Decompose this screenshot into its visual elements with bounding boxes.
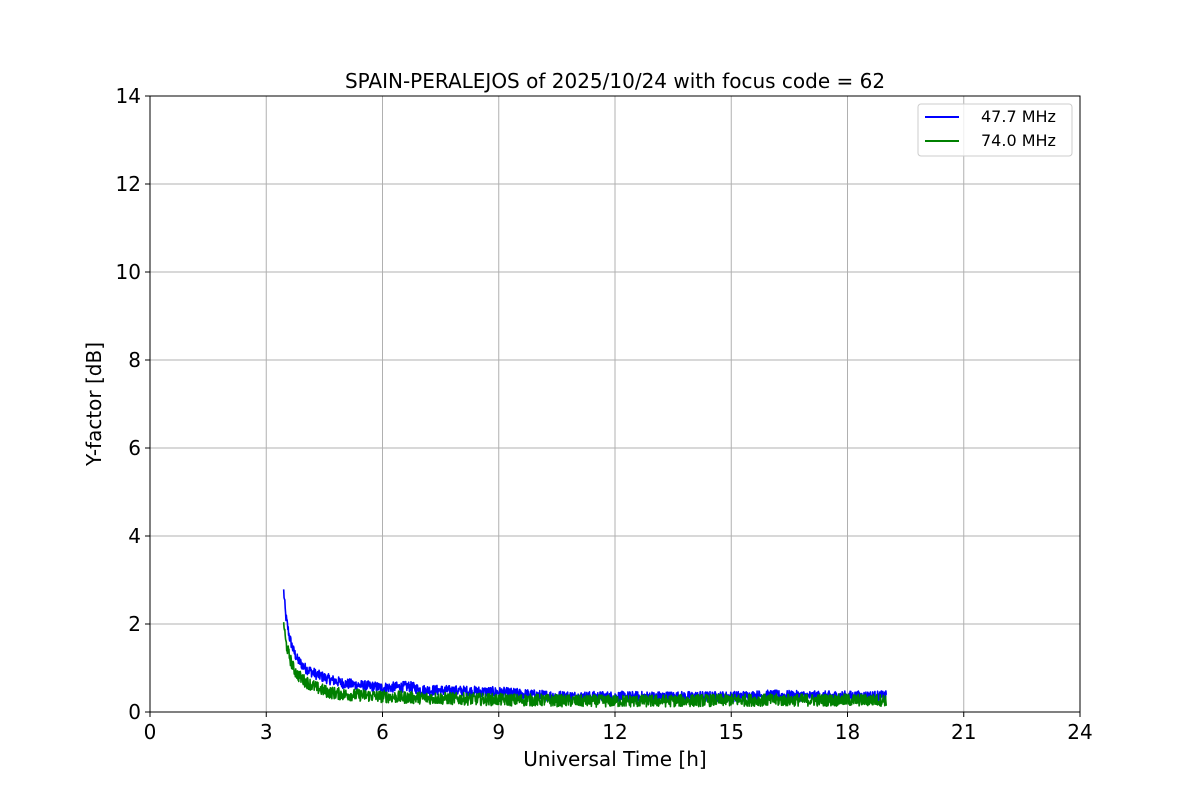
x-tick-label: 0 [144, 720, 157, 744]
y-tick-label: 0 [128, 700, 141, 724]
y-axis-label: Y-factor [dB] [82, 342, 106, 467]
y-tick-label: 10 [116, 260, 141, 284]
legend-label-74-0: 74.0 MHz [981, 131, 1056, 150]
y-tick-label: 6 [128, 436, 141, 460]
x-tick-label: 18 [835, 720, 860, 744]
x-axis-label: Universal Time [h] [523, 747, 706, 771]
chart-title: SPAIN-PERALEJOS of 2025/10/24 with focus… [345, 69, 885, 93]
y-tick-label: 8 [128, 348, 141, 372]
x-tick-label: 12 [602, 720, 627, 744]
y-tick-label: 2 [128, 612, 141, 636]
y-tick-label: 4 [128, 524, 141, 548]
legend-label-47-7: 47.7 MHz [981, 107, 1056, 126]
y-tick-label: 12 [116, 172, 141, 196]
series-layer [282, 589, 888, 708]
legend: 47.7 MHz 74.0 MHz [917, 103, 1073, 157]
x-tick-label: 3 [260, 720, 273, 744]
x-tick-label: 9 [492, 720, 505, 744]
x-tick-label: 15 [719, 720, 744, 744]
x-tick-label: 21 [951, 720, 976, 744]
series-line [282, 622, 888, 708]
x-tick-label: 6 [376, 720, 389, 744]
y-tick-label: 14 [116, 84, 141, 108]
x-tick-label: 24 [1067, 720, 1092, 744]
